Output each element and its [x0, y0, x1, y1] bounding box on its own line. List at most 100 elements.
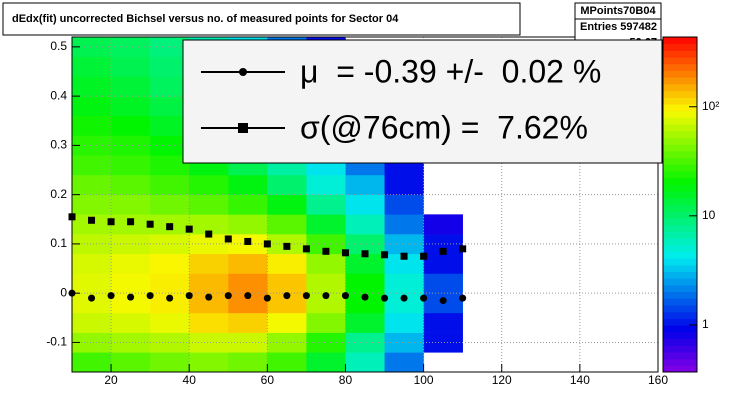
heatmap-cell — [189, 214, 229, 235]
heatmap-cell — [306, 194, 346, 215]
color-scale-step — [663, 231, 697, 239]
marker-circle — [361, 293, 369, 301]
color-scale-step — [663, 331, 697, 339]
heatmap-cell — [111, 115, 151, 136]
marker-square — [146, 220, 154, 228]
color-scale-step — [663, 351, 697, 360]
x-tick-label: 80 — [339, 373, 353, 387]
heatmap-cell — [150, 37, 190, 58]
marker-square — [185, 225, 193, 233]
heatmap-cell — [111, 174, 151, 195]
y-tick-label: 0 — [60, 285, 67, 299]
heatmap-cell — [189, 194, 229, 215]
heatmap-cell — [267, 194, 307, 215]
stats-value: 597482 — [620, 21, 657, 33]
heatmap-cell — [189, 352, 229, 373]
marker-circle — [166, 294, 174, 302]
heatmap-cell — [267, 253, 307, 274]
heatmap-cell — [423, 253, 463, 274]
heatmap-cell — [384, 293, 424, 314]
heatmap-cell — [111, 312, 151, 333]
color-scale-step — [663, 130, 697, 138]
marker-square — [263, 240, 271, 248]
color-scale-step — [663, 124, 697, 132]
marker-circle — [302, 292, 310, 300]
heatmap-cell — [72, 96, 112, 117]
marker-circle — [88, 294, 96, 302]
heatmap-cell — [384, 234, 424, 255]
marker-square — [283, 242, 291, 250]
color-scale-step — [663, 137, 697, 145]
marker-circle — [381, 294, 389, 302]
heatmap-cell — [150, 332, 190, 353]
marker-square — [381, 251, 389, 259]
y-tick-label: 0.1 — [50, 236, 67, 250]
color-scale-step — [663, 191, 697, 199]
marker-square — [68, 213, 76, 221]
heatmap-cell — [384, 352, 424, 373]
heatmap-cell — [189, 273, 229, 294]
color-scale-step — [663, 224, 697, 232]
marker-circle — [244, 292, 252, 300]
heatmap-cell — [150, 234, 190, 255]
y-tick-label: -0.1 — [46, 335, 67, 349]
heatmap-cell — [150, 273, 190, 294]
heatmap-cell — [345, 293, 385, 314]
x-tick-label: 60 — [261, 373, 275, 387]
color-scale-step — [663, 251, 697, 259]
heatmap-cell — [384, 253, 424, 274]
x-tick-label: 100 — [414, 373, 434, 387]
y-tick-label: 0.2 — [50, 187, 67, 201]
marker-circle — [263, 294, 271, 302]
heatmap-cell — [384, 332, 424, 353]
color-scale-step — [663, 264, 697, 272]
color-scale-step — [663, 57, 697, 65]
heatmap-cell — [111, 293, 151, 314]
heatmap-cell — [267, 332, 307, 353]
marker-square — [361, 250, 369, 258]
marker-circle — [146, 292, 154, 300]
color-scale-step — [663, 271, 697, 279]
heatmap-cell — [72, 174, 112, 195]
heatmap-cell — [189, 312, 229, 333]
legend-marker — [238, 123, 248, 133]
marker-square — [420, 252, 428, 260]
y-tick-label: 0.5 — [50, 39, 67, 53]
heatmap-cell — [384, 194, 424, 215]
heatmap-cell — [72, 293, 112, 314]
heatmap-cell — [423, 234, 463, 255]
chart-title: dEdx(fit) uncorrected Bichsel versus no.… — [12, 13, 399, 25]
marker-square — [341, 249, 349, 257]
heatmap-cell — [306, 352, 346, 373]
heatmap-cell — [189, 174, 229, 195]
heatmap-cell — [345, 312, 385, 333]
color-scale-step — [663, 358, 697, 366]
heatmap-cell — [345, 174, 385, 195]
marker-square — [244, 237, 252, 245]
heatmap-cell — [267, 174, 307, 195]
color-scale-step — [663, 104, 697, 112]
marker-circle — [459, 294, 467, 302]
heatmap-cell — [150, 96, 190, 117]
heatmap-cell — [72, 56, 112, 77]
heatmap-cell — [189, 293, 229, 314]
color-scale-step — [663, 258, 697, 266]
color-scale-step — [663, 325, 697, 333]
stats-label: Entries — [580, 21, 617, 33]
heatmap-cell — [189, 332, 229, 353]
legend-label: μ = -0.39 +/- 0.02 % — [300, 53, 601, 89]
heatmap-cell — [267, 312, 307, 333]
heatmap-cell — [72, 76, 112, 97]
color-scale-step — [663, 291, 697, 299]
heatmap-cell — [189, 234, 229, 255]
heatmap-cell — [111, 56, 151, 77]
heatmap-cell — [306, 253, 346, 274]
heatmap-cell — [150, 76, 190, 97]
legend-label: σ(@76cm) = 7.62% — [300, 109, 588, 145]
color-scale-step — [663, 50, 697, 58]
heatmap-cell — [345, 214, 385, 235]
color-scale-frame — [662, 36, 698, 373]
marker-square — [205, 230, 213, 238]
color-scale-step — [663, 338, 697, 346]
heatmap-cell — [150, 155, 190, 176]
